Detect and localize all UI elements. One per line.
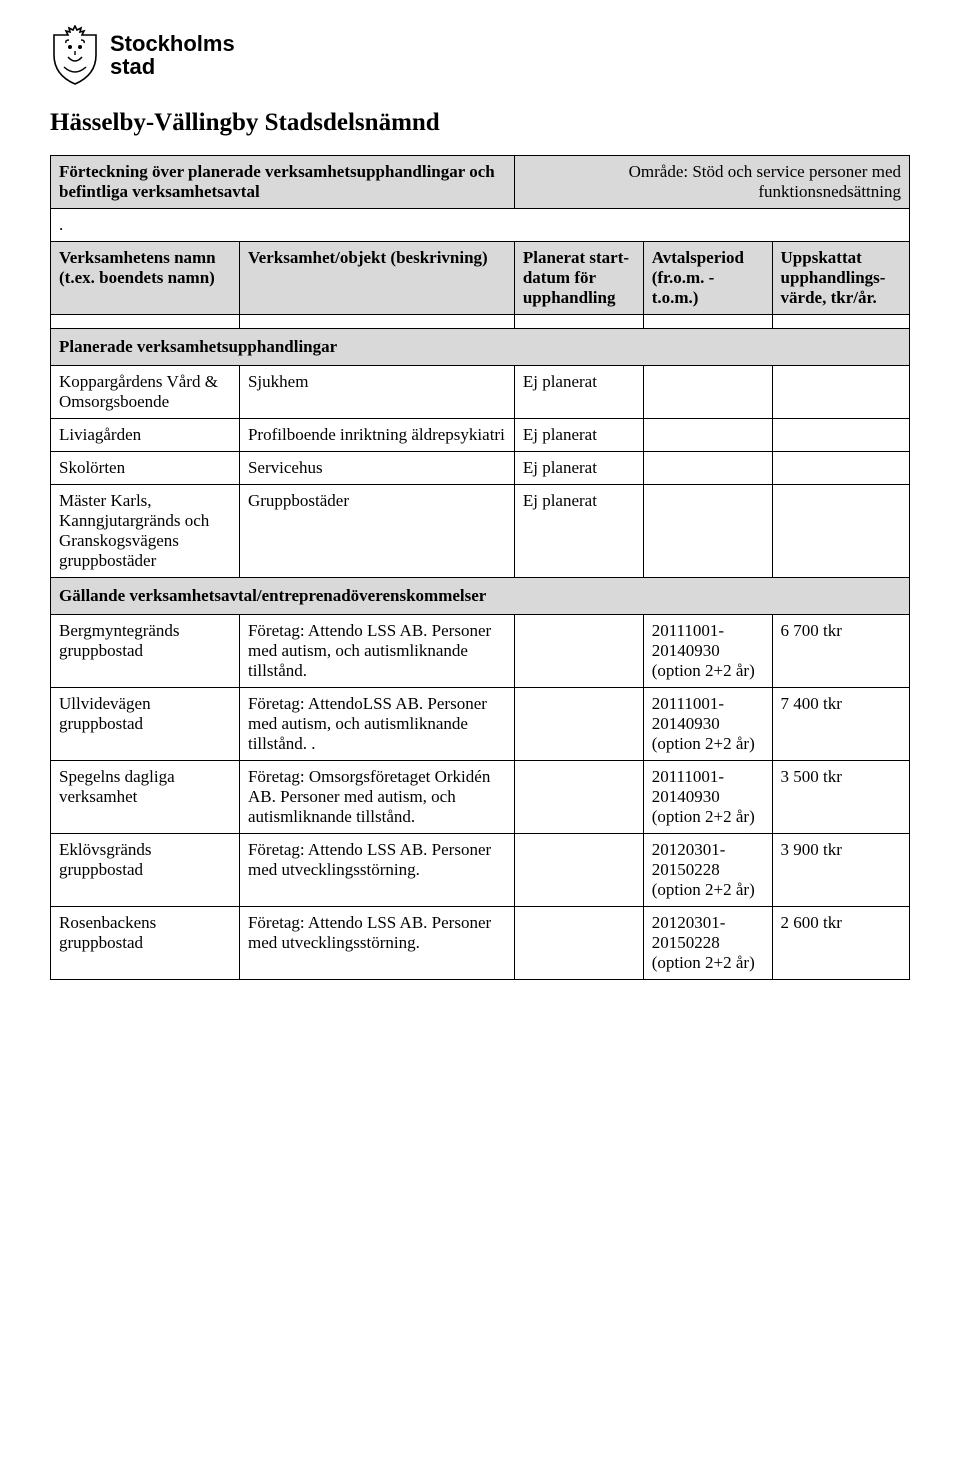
col-3-header: Planerat start-datum för upphandling bbox=[514, 242, 643, 315]
cell-period: 20120301-20150228 (option 2+2 år) bbox=[643, 907, 772, 980]
table-row: Bergmyntegränds gruppbostadFöretag: Atte… bbox=[51, 615, 910, 688]
col-4-header: Avtalsperiod (fr.o.m. - t.o.m.) bbox=[643, 242, 772, 315]
cell-desc: Företag: Attendo LSS AB. Personer med au… bbox=[239, 615, 514, 688]
table-row: Mäster Karls, Kanngjutargränds och Grans… bbox=[51, 485, 910, 578]
col-2-header: Verksamhet/objekt (beskrivning) bbox=[239, 242, 514, 315]
logo-text: Stockholms stad bbox=[110, 32, 235, 78]
cell-desc: Företag: AttendoLSS AB. Personer med aut… bbox=[239, 688, 514, 761]
cell-period: 20111001-20140930 (option 2+2 år) bbox=[643, 761, 772, 834]
cell-desc: Sjukhem bbox=[239, 366, 514, 419]
cell-value: 6 700 tkr bbox=[772, 615, 909, 688]
cell-value bbox=[772, 485, 909, 578]
main-table: Förteckning över planerade verksamhetsup… bbox=[50, 155, 910, 980]
cell-name: Koppargårdens Vård & Omsorgsboende bbox=[51, 366, 240, 419]
logo-line2: stad bbox=[110, 55, 235, 78]
dot-cell: . bbox=[51, 209, 910, 242]
cell-period: 20111001-20140930 (option 2+2 år) bbox=[643, 688, 772, 761]
cell-start bbox=[514, 907, 643, 980]
table-row: SkolörtenServicehusEj planerat bbox=[51, 452, 910, 485]
cell-period bbox=[643, 419, 772, 452]
col-5-header: Uppskattat upphandlings-värde, tkr/år. bbox=[772, 242, 909, 315]
cell-desc: Företag: Omsorgsföretaget Orkidén AB. Pe… bbox=[239, 761, 514, 834]
cell-period: 20120301-20150228 (option 2+2 år) bbox=[643, 834, 772, 907]
table-row: Ullvidevägen gruppbostadFöretag: Attendo… bbox=[51, 688, 910, 761]
cell-value bbox=[772, 452, 909, 485]
logo-line1: Stockholms bbox=[110, 32, 235, 55]
cell-name: Skolörten bbox=[51, 452, 240, 485]
cell-value bbox=[772, 419, 909, 452]
cell-start: Ej planerat bbox=[514, 366, 643, 419]
cell-period bbox=[643, 366, 772, 419]
cell-period bbox=[643, 485, 772, 578]
cell-start bbox=[514, 688, 643, 761]
page-title: Hässelby-Vällingby Stadsdelsnämnd bbox=[50, 109, 910, 137]
table-row: Spegelns dagliga verksamhetFöretag: Omso… bbox=[51, 761, 910, 834]
cell-desc: Företag: Attendo LSS AB. Personer med ut… bbox=[239, 907, 514, 980]
intro-row: Förteckning över planerade verksamhetsup… bbox=[51, 156, 910, 209]
section-planned-row: Planerade verksamhetsupphandlingar bbox=[51, 329, 910, 366]
table-row: LiviagårdenProfilboende inriktning äldre… bbox=[51, 419, 910, 452]
cell-start: Ej planerat bbox=[514, 485, 643, 578]
table-row: Eklövsgränds gruppbostadFöretag: Attendo… bbox=[51, 834, 910, 907]
cell-period bbox=[643, 452, 772, 485]
cell-start: Ej planerat bbox=[514, 452, 643, 485]
table-row: Koppargårdens Vård & OmsorgsboendeSjukhe… bbox=[51, 366, 910, 419]
logo-block: Stockholms stad bbox=[50, 25, 910, 85]
cell-name: Bergmyntegränds gruppbostad bbox=[51, 615, 240, 688]
cell-value: 3 900 tkr bbox=[772, 834, 909, 907]
column-header-row: Verksamhetens namn (t.ex. boendets namn)… bbox=[51, 242, 910, 315]
cell-desc: Servicehus bbox=[239, 452, 514, 485]
col-1-header: Verksamhetens namn (t.ex. boendets namn) bbox=[51, 242, 240, 315]
dot-row: . bbox=[51, 209, 910, 242]
intro-left: Förteckning över planerade verksamhetsup… bbox=[51, 156, 515, 209]
cell-value bbox=[772, 366, 909, 419]
cell-value: 2 600 tkr bbox=[772, 907, 909, 980]
intro-right: Område: Stöd och service personer med fu… bbox=[514, 156, 909, 209]
crest-icon bbox=[50, 25, 100, 85]
table-row: Rosenbackens gruppbostadFöretag: Attendo… bbox=[51, 907, 910, 980]
section-existing: Gällande verksamhetsavtal/entreprenadöve… bbox=[51, 578, 910, 615]
cell-start bbox=[514, 615, 643, 688]
spacer-row bbox=[51, 315, 910, 329]
cell-value: 7 400 tkr bbox=[772, 688, 909, 761]
cell-desc: Gruppbostäder bbox=[239, 485, 514, 578]
cell-name: Liviagården bbox=[51, 419, 240, 452]
cell-desc: Profilboende inriktning äldrepsykiatri bbox=[239, 419, 514, 452]
cell-start bbox=[514, 834, 643, 907]
cell-name: Rosenbackens gruppbostad bbox=[51, 907, 240, 980]
cell-name: Ullvidevägen gruppbostad bbox=[51, 688, 240, 761]
section-existing-row: Gällande verksamhetsavtal/entreprenadöve… bbox=[51, 578, 910, 615]
cell-period: 20111001-20140930 (option 2+2 år) bbox=[643, 615, 772, 688]
cell-name: Mäster Karls, Kanngjutargränds och Grans… bbox=[51, 485, 240, 578]
section-planned: Planerade verksamhetsupphandlingar bbox=[51, 329, 910, 366]
cell-start bbox=[514, 761, 643, 834]
cell-name: Eklövsgränds gruppbostad bbox=[51, 834, 240, 907]
cell-start: Ej planerat bbox=[514, 419, 643, 452]
cell-desc: Företag: Attendo LSS AB. Personer med ut… bbox=[239, 834, 514, 907]
cell-name: Spegelns dagliga verksamhet bbox=[51, 761, 240, 834]
cell-value: 3 500 tkr bbox=[772, 761, 909, 834]
